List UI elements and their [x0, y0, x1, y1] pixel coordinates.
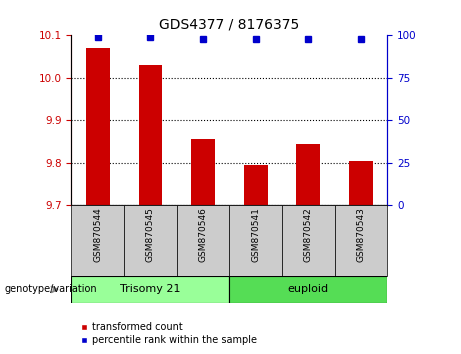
Text: GSM870544: GSM870544	[93, 207, 102, 262]
Bar	[282, 205, 335, 276]
Text: GSM870545: GSM870545	[146, 207, 155, 262]
Text: genotype/variation: genotype/variation	[5, 284, 97, 295]
Bar	[71, 276, 229, 303]
Bar	[335, 205, 387, 276]
Title: GDS4377 / 8176375: GDS4377 / 8176375	[159, 17, 300, 32]
Legend: transformed count, percentile rank within the sample: transformed count, percentile rank withi…	[77, 319, 261, 349]
Bar	[139, 65, 162, 205]
Bar	[124, 205, 177, 276]
Bar	[229, 205, 282, 276]
Bar	[191, 139, 215, 205]
Bar	[296, 144, 320, 205]
Text: GSM870543: GSM870543	[356, 207, 366, 262]
Bar	[71, 205, 124, 276]
Text: GSM870546: GSM870546	[199, 207, 207, 262]
Text: euploid: euploid	[288, 284, 329, 295]
Text: Trisomy 21: Trisomy 21	[120, 284, 181, 295]
Bar	[177, 205, 229, 276]
Bar	[86, 48, 110, 205]
Bar	[229, 276, 387, 303]
Text: GSM870542: GSM870542	[304, 207, 313, 262]
Bar	[244, 165, 267, 205]
Bar	[349, 161, 373, 205]
Text: GSM870541: GSM870541	[251, 207, 260, 262]
